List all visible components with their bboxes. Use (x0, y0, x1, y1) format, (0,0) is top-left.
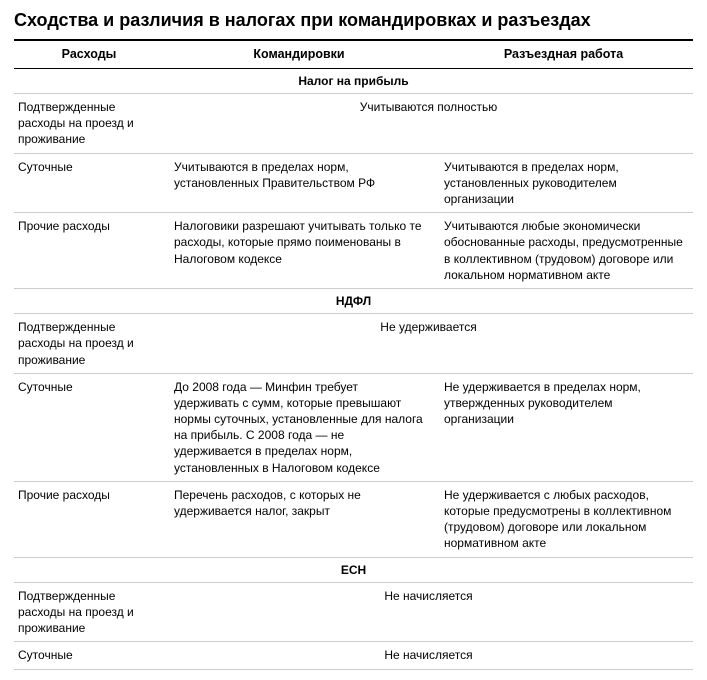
row-value-trips: Перечень расходов, с которых не удержива… (164, 481, 434, 557)
table-row: Прочие расходы Налоговики разрешают учит… (14, 213, 693, 289)
comparison-table: Расходы Командировки Разъездная работа Н… (14, 39, 693, 670)
section-name: Налог на прибыль (14, 68, 693, 93)
row-label: Суточные (14, 642, 164, 669)
table-row: Подтвержденные расходы на проезд и прожи… (14, 582, 693, 642)
table-row: Суточные Не начисляется (14, 642, 693, 669)
row-label: Суточные (14, 373, 164, 481)
row-label: Суточные (14, 153, 164, 213)
table-row: Подтвержденные расходы на проезд и прожи… (14, 94, 693, 154)
table-row: Прочие расходы Перечень расходов, с кото… (14, 481, 693, 557)
row-label: Подтвержденные расходы на проезд и прожи… (14, 582, 164, 642)
row-value-travel: Не удерживается с любых расходов, которы… (434, 481, 693, 557)
section-header: НДФЛ (14, 288, 693, 313)
page-title: Сходства и различия в налогах при команд… (14, 10, 693, 31)
header-col-travel: Разъездная работа (434, 40, 693, 68)
section-name: НДФЛ (14, 288, 693, 313)
row-label: Подтвержденные расходы на проезд и прожи… (14, 314, 164, 374)
table-row: Подтвержденные расходы на проезд и прожи… (14, 314, 693, 374)
header-row: Расходы Командировки Разъездная работа (14, 40, 693, 68)
section-header: Налог на прибыль (14, 68, 693, 93)
row-value-travel: Учитываются в пределах норм, установленн… (434, 153, 693, 213)
row-value-trips: Учитываются в пределах норм, установленн… (164, 153, 434, 213)
table-row: Суточные До 2008 года — Минфин требует у… (14, 373, 693, 481)
row-value-travel: Учитываются любые экономически обоснован… (434, 213, 693, 289)
row-merged-value: Не начисляется (164, 582, 693, 642)
row-merged-value: Не удерживается (164, 314, 693, 374)
header-col-expenses: Расходы (14, 40, 164, 68)
row-merged-value: Не начисляется (164, 642, 693, 669)
row-label: Подтвержденные расходы на проезд и прожи… (14, 94, 164, 154)
row-label: Прочие расходы (14, 481, 164, 557)
section-name: ЕСН (14, 557, 693, 582)
row-value-trips: До 2008 года — Минфин требует удерживать… (164, 373, 434, 481)
row-label: Прочие расходы (14, 213, 164, 289)
section-header: ЕСН (14, 557, 693, 582)
table-row: Суточные Учитываются в пределах норм, ус… (14, 153, 693, 213)
row-value-travel: Не удерживается в пределах норм, утвержд… (434, 373, 693, 481)
row-merged-value: Учитываются полностью (164, 94, 693, 154)
row-value-trips: Налоговики разрешают учитывать только те… (164, 213, 434, 289)
header-col-trips: Командировки (164, 40, 434, 68)
